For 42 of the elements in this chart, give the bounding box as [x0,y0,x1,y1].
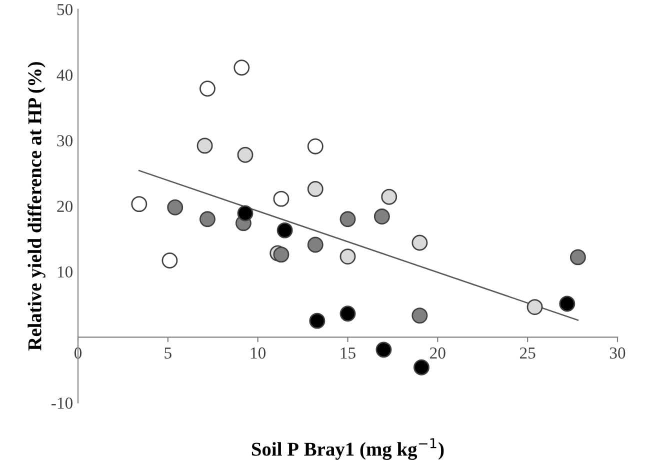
point [276,222,293,238]
point [273,190,290,207]
point [374,208,390,225]
x-tick-label: 30 [610,347,626,359]
x-tick-label: 20 [430,347,446,359]
x-tick-label: 5 [164,348,172,359]
point [376,342,392,358]
point [131,196,148,212]
point [200,80,216,97]
point [340,248,356,265]
point [340,306,356,322]
point [234,60,250,76]
x-tick-label: 10 [250,347,266,359]
point [309,312,326,329]
point [237,205,254,222]
point [412,308,428,324]
y-tick-label: 40 [56,70,73,81]
x-tick-label: 25 [520,347,536,359]
point [340,211,356,228]
point [414,359,430,376]
point [412,234,428,251]
point [162,252,178,268]
y-tick-label: -10 [52,398,73,409]
point [307,236,324,253]
y-tick-label: 10 [58,266,73,278]
point [559,296,576,312]
point [381,188,398,205]
y-tick-label: 50 [57,4,73,16]
point [167,199,184,216]
point [237,146,254,163]
x-tick-label: 15 [340,348,356,359]
x-axis-title: Soil P Bray1 (mg kg$^{−1}$) [252,438,444,460]
point [570,249,586,266]
y-axis-title: Relative yield difference at HP (%) [27,62,46,351]
point [196,138,213,154]
y-tick-label: 30 [57,135,73,146]
y-tick-label: 20 [57,200,73,212]
point [200,211,216,228]
point [526,299,543,316]
point [273,246,290,263]
point [307,181,324,197]
point [307,138,324,154]
